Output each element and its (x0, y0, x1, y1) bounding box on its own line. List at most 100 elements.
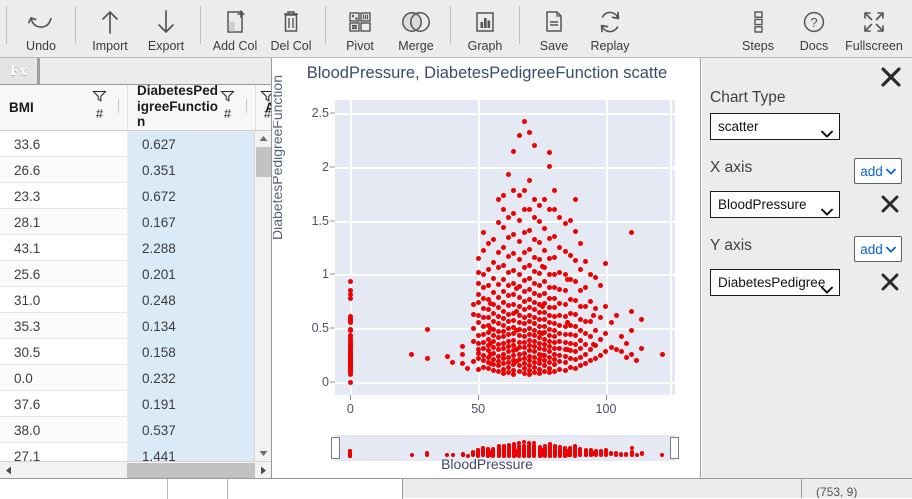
column-header-diabetespedigreefunction[interactable]: DiabetesPedigreeFunction # (128, 85, 256, 130)
table-row[interactable]: 25.6 0.201 (0, 261, 271, 287)
table-cell[interactable]: 38.0 (0, 417, 128, 443)
table-cell[interactable]: 37.6 (0, 391, 128, 417)
table-cell[interactable]: 2.288 (128, 235, 256, 261)
scroll-left-arrow[interactable] (0, 462, 17, 479)
table-cell[interactable]: 27.1 (0, 443, 128, 461)
column-header-tools[interactable]: # (220, 89, 235, 120)
y-axis-select[interactable]: DiabetesPedigree (710, 269, 840, 296)
vertical-scroll-thumb[interactable] (256, 147, 271, 177)
scatter-point (521, 345, 527, 351)
scatter-point (511, 352, 517, 358)
export-button[interactable]: Export (138, 0, 194, 56)
table-cell[interactable]: 0.627 (128, 131, 256, 157)
column-header-tools[interactable]: # (92, 89, 107, 120)
import-button[interactable]: Import (82, 0, 138, 56)
table-cell[interactable]: 25.6 (0, 261, 128, 287)
scatter-plot-area[interactable]: 0 0.5 1 1.5 2 2.5 0 50 100 (312, 100, 675, 416)
scatter-point (537, 361, 542, 367)
scatter-point (603, 261, 609, 267)
table-row[interactable]: 43.1 2.288 (0, 235, 271, 261)
table-cell[interactable]: 0.0 (0, 365, 128, 391)
replay-button[interactable]: Replay (582, 0, 638, 56)
table-row[interactable]: 37.6 0.191 (0, 391, 271, 417)
merge-button[interactable]: Merge (388, 0, 444, 56)
scatter-point (552, 334, 558, 340)
horizontal-scroll-thumb[interactable] (127, 462, 255, 478)
table-cell[interactable]: 43.1 (0, 235, 128, 261)
close-panel-button[interactable] (880, 66, 902, 93)
scatter-point (475, 340, 481, 346)
range-slider-left-handle[interactable] (331, 437, 340, 459)
range-slider-point (598, 449, 603, 454)
table-cell[interactable]: 0.351 (128, 157, 256, 183)
table-cell[interactable]: 28.1 (0, 209, 128, 235)
table-row[interactable]: 38.0 0.537 (0, 417, 271, 443)
table-cell[interactable]: 0.191 (128, 391, 256, 417)
docs-button[interactable]: ? Docs (786, 0, 842, 56)
scatter-point (562, 347, 568, 353)
range-slider-right-handle[interactable] (670, 437, 679, 459)
filter-funnel-icon[interactable] (220, 89, 235, 107)
gridline-vertical (669, 100, 672, 395)
table-horizontal-scrollbar[interactable] (0, 461, 271, 479)
scatter-point (542, 196, 548, 202)
x-axis-add-button[interactable]: add (854, 158, 902, 184)
table-row[interactable]: 31.0 0.248 (0, 287, 271, 313)
x-axis-remove-button[interactable] (880, 194, 900, 219)
table-cell[interactable]: 31.0 (0, 287, 128, 313)
column-header-a[interactable]: A# (256, 85, 271, 130)
range-slider-point (578, 446, 583, 451)
y-axis-remove-button[interactable] (880, 272, 900, 297)
table-cell[interactable]: 1.441 (128, 443, 256, 461)
chart-type-select[interactable]: scatter (710, 113, 840, 140)
scroll-down-arrow[interactable] (255, 446, 271, 461)
table-row[interactable]: 0.0 0.232 (0, 365, 271, 391)
save-button[interactable]: Save (526, 0, 582, 56)
scatter-point (572, 311, 578, 317)
table-row[interactable]: 30.5 0.158 (0, 339, 271, 365)
table-row[interactable]: 27.1 1.441 (0, 443, 271, 461)
table-row[interactable]: 26.6 0.351 (0, 157, 271, 183)
table-vertical-scrollbar[interactable] (254, 131, 271, 461)
filter-funnel-icon[interactable] (92, 89, 107, 107)
table-row[interactable]: 23.3 0.672 (0, 183, 271, 209)
graph-button[interactable]: Graph (457, 0, 513, 56)
table-cell[interactable]: 30.5 (0, 339, 128, 365)
y-axis-add-button[interactable]: add (854, 236, 902, 262)
table-cell[interactable]: 26.6 (0, 157, 128, 183)
scatter-point (490, 333, 496, 339)
table-cell[interactable]: 0.201 (128, 261, 256, 287)
table-row[interactable]: 28.1 0.167 (0, 209, 271, 235)
horizontal-scroll-track[interactable] (17, 462, 255, 479)
table-cell[interactable]: 0.158 (128, 339, 256, 365)
table-cell[interactable]: 0.232 (128, 365, 256, 391)
x-axis-select[interactable]: BloodPressure (710, 191, 840, 218)
undo-button[interactable]: Undo (13, 0, 69, 56)
scatter-point (593, 327, 599, 333)
filter-funnel-icon[interactable] (260, 89, 271, 107)
pivot-button[interactable]: Pivot (332, 0, 388, 56)
column-header-bmi[interactable]: BMI # (0, 85, 128, 130)
column-header-tools[interactable]: # (260, 89, 271, 120)
table-cell[interactable]: 35.3 (0, 313, 128, 339)
scatter-point (542, 309, 548, 315)
table-cell[interactable]: 0.537 (128, 417, 256, 443)
table-cell[interactable]: 33.6 (0, 131, 128, 157)
scatter-point (424, 327, 430, 333)
scroll-right-arrow[interactable] (255, 462, 271, 479)
scroll-up-arrow[interactable] (255, 131, 271, 146)
table-cell[interactable]: 23.3 (0, 183, 128, 209)
fx-tab[interactable]: Fx (0, 58, 40, 84)
fullscreen-button[interactable]: Fullscreen (842, 0, 906, 56)
table-cell[interactable]: 0.167 (128, 209, 256, 235)
table-cell[interactable]: 0.134 (128, 313, 256, 339)
x-range-slider[interactable] (331, 435, 679, 461)
scatter-point (583, 319, 589, 325)
table-row[interactable]: 35.3 0.134 (0, 313, 271, 339)
delete-column-button[interactable]: Del Col (263, 0, 319, 56)
add-column-button[interactable]: Add Col (207, 0, 263, 56)
table-cell[interactable]: 0.248 (128, 287, 256, 313)
table-cell[interactable]: 0.672 (128, 183, 256, 209)
steps-button[interactable]: Steps (730, 0, 786, 56)
table-row[interactable]: 33.6 0.627 (0, 131, 271, 157)
